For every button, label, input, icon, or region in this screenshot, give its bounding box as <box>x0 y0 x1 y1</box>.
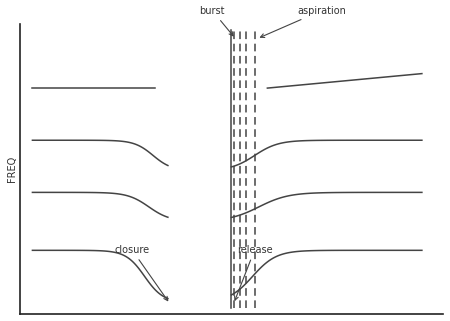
Text: aspiration: aspiration <box>261 6 346 38</box>
Text: closure: closure <box>114 245 168 301</box>
Y-axis label: FREQ: FREQ <box>7 156 17 182</box>
Text: release: release <box>234 245 273 300</box>
Text: burst: burst <box>200 6 233 36</box>
